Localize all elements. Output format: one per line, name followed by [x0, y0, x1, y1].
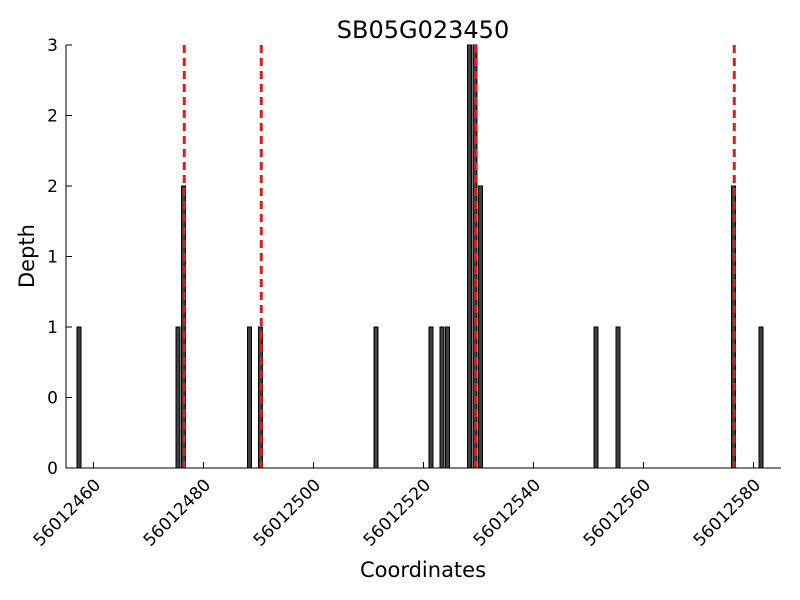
bar [373, 326, 379, 469]
chart-title: SB05G023450 [337, 16, 509, 44]
x-tick-label: 56012560 [580, 475, 655, 550]
bar [758, 326, 764, 469]
x-tick-label: 56012460 [30, 475, 105, 550]
x-tick-label: 56012540 [470, 475, 545, 550]
bar [428, 326, 434, 469]
bar [175, 326, 181, 469]
bar [445, 326, 450, 469]
x-tick-label: 56012580 [690, 475, 765, 550]
y-tick-label: 3 [47, 36, 58, 56]
x-tick-label: 56012480 [140, 475, 215, 550]
bar [478, 185, 483, 469]
bar [593, 326, 599, 469]
y-axis-label: Depth [15, 224, 39, 288]
y-tick-label: 1 [47, 248, 58, 268]
bar [439, 326, 445, 469]
x-axis-label: Coordinates [360, 558, 486, 582]
y-tick-label: 2 [47, 107, 58, 127]
bar [615, 326, 621, 469]
y-tick-label: 2 [47, 177, 58, 197]
bar [467, 44, 472, 469]
bar [247, 326, 252, 469]
y-tick-label: 1 [47, 318, 58, 338]
x-tick-label: 56012500 [250, 475, 325, 550]
y-tick-label: 0 [47, 389, 58, 409]
plot-area: 0 0 1 1 2 2 3 56012460 56012480 56012500 56012520 5… [30, 36, 781, 551]
y-tick-label: 0 [47, 459, 58, 479]
bar [76, 326, 82, 469]
x-tick-label: 56012520 [360, 475, 435, 550]
